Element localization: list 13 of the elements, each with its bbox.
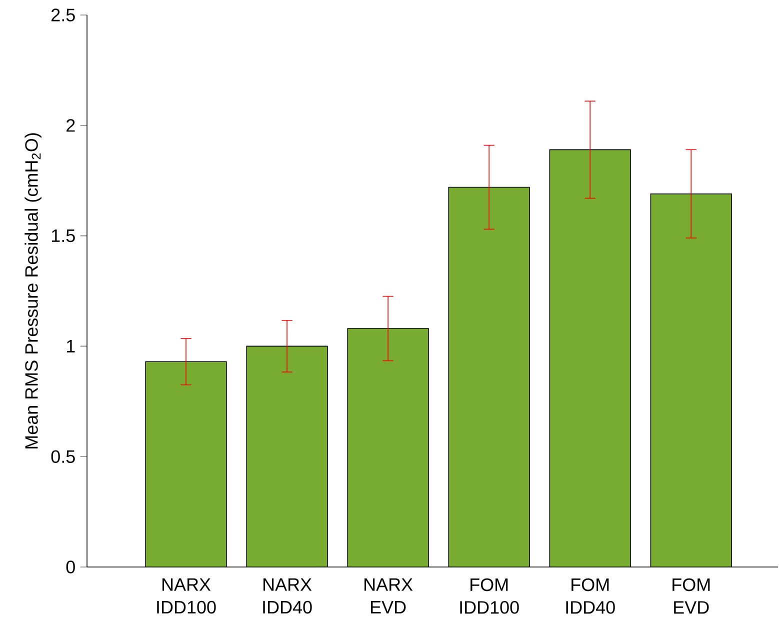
x-tick-label: NARX EVD bbox=[364, 578, 413, 614]
x-tick-label: FOM IDD100 bbox=[460, 578, 519, 614]
y-tick-label: 1.5 bbox=[52, 230, 75, 242]
x-tick-label: NARX IDD100 bbox=[157, 578, 216, 614]
y-tick-label: 0 bbox=[66, 560, 75, 574]
y-tick-label: 2 bbox=[66, 119, 75, 132]
y-tick-label: 2.5 bbox=[52, 8, 75, 22]
y-tick-label: 1 bbox=[67, 340, 75, 352]
y-tick-label: 0.5 bbox=[51, 450, 75, 463]
x-tick-label: FOM IDD40 bbox=[566, 578, 615, 614]
x-tick-label: NARX IDD40 bbox=[263, 578, 312, 614]
x-tick-label: FOM EVD bbox=[672, 578, 710, 614]
y-axis-title: Mean RMS Pressure Residual (cmH$_{2}$O) bbox=[24, 133, 42, 448]
